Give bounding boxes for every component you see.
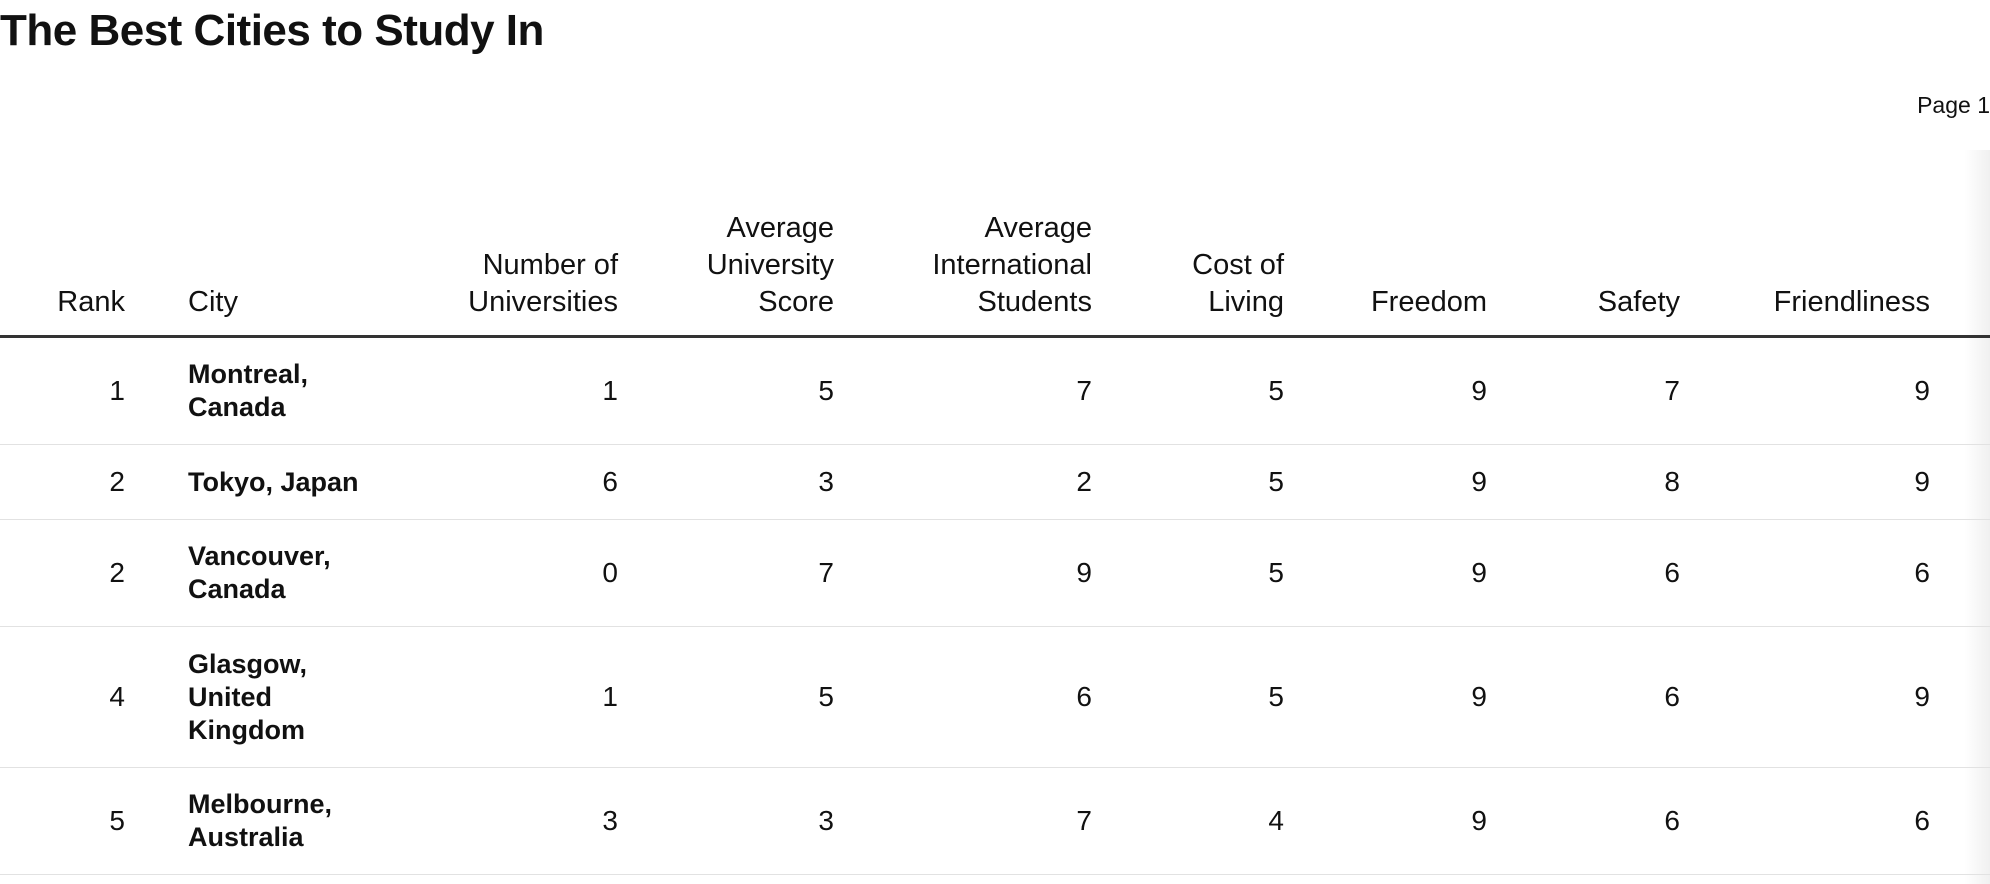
cell-friendliness: 9 [1680, 626, 1930, 768]
city-line: United [188, 681, 272, 712]
cell-safety: 6 [1487, 519, 1680, 627]
cell-universities: 3 [443, 767, 618, 875]
header-safety[interactable]: Safety [1487, 210, 1680, 338]
table-row: 1 Montreal, Canada 1 5 7 5 9 7 9 [0, 336, 1990, 445]
cell-cost-of-living: 4 [1092, 767, 1284, 875]
table-row: 2 Tokyo, Japan 6 3 2 5 9 8 9 [0, 444, 1990, 520]
header-line: Average [726, 212, 835, 244]
header-cost-of-living[interactable]: Cost of Living [1092, 210, 1284, 338]
cell-cost-of-living: 5 [1092, 626, 1284, 768]
cell-international-students: 7 [834, 767, 1092, 875]
cell-spacer [1930, 444, 1990, 520]
cell-freedom: 9 [1284, 626, 1487, 768]
table-row: 5 Melbourne, Australia 3 3 7 4 9 6 6 [0, 767, 1990, 875]
city-line: Australia [188, 822, 304, 852]
cell-universities: 1 [443, 626, 618, 768]
header-line: Rank [57, 286, 125, 318]
cell-international-students: 2 [834, 444, 1092, 520]
header-city[interactable]: City [125, 210, 443, 338]
cell-safety: 6 [1487, 626, 1680, 768]
city-line: Glasgow, [188, 648, 308, 679]
cell-rank: 2 [0, 444, 125, 520]
header-line: Freedom [1370, 286, 1487, 318]
header-line: Universities [468, 286, 618, 318]
cell-universities: 1 [443, 336, 618, 445]
cell-city: Vancouver, Canada [125, 519, 443, 627]
header-line: City [188, 286, 238, 318]
cell-international-students: 6 [834, 626, 1092, 768]
city-line: Montreal, [188, 359, 309, 389]
cell-friendliness: 6 [1680, 519, 1930, 627]
cell-safety: 8 [1487, 444, 1680, 520]
table-row: 2 Vancouver, Canada 0 7 9 5 9 6 6 [0, 519, 1990, 627]
header-freedom[interactable]: Freedom [1284, 210, 1487, 338]
cell-rank: 4 [0, 626, 125, 768]
header-line: Safety [1597, 286, 1680, 318]
cell-city: Glasgow, United Kingdom [125, 626, 443, 768]
header-university-score[interactable]: Average University Score [618, 210, 835, 338]
cell-university-score: 7 [618, 519, 834, 627]
header-line: Living [1208, 286, 1284, 318]
cell-freedom: 9 [1284, 336, 1487, 445]
city-line: Vancouver, [188, 541, 331, 571]
table-row: 4 Glasgow, United Kingdom 1 5 6 5 9 6 9 [0, 626, 1990, 768]
cell-city: Melbourne, Australia [125, 767, 443, 875]
header-rank[interactable]: Rank [0, 210, 125, 338]
cell-university-score: 5 [618, 626, 834, 768]
cell-universities: 0 [443, 519, 618, 627]
header-line: Cost of [1192, 249, 1284, 281]
header-line: University [706, 249, 834, 281]
page-title: The Best Cities to Study In [0, 6, 544, 55]
cell-cost-of-living: 5 [1092, 444, 1284, 520]
cell-safety: 6 [1487, 767, 1680, 875]
city-line: Canada [188, 574, 286, 604]
cell-freedom: 9 [1284, 767, 1487, 875]
cell-city: Tokyo, Japan [125, 444, 443, 520]
header-friendliness[interactable]: Friendliness [1680, 210, 1930, 338]
cell-friendliness: 9 [1680, 444, 1930, 520]
cell-university-score: 3 [618, 444, 834, 520]
cell-safety: 7 [1487, 336, 1680, 445]
page-number: Page 1 [1917, 92, 1990, 118]
cell-international-students: 7 [834, 336, 1092, 445]
cell-cost-of-living: 5 [1092, 519, 1284, 627]
cell-spacer [1930, 519, 1990, 627]
cell-international-students: 9 [834, 519, 1092, 627]
city-line: Kingdom [188, 714, 305, 745]
header-line: Score [758, 286, 834, 318]
header-international-students[interactable]: Average International Students [834, 210, 1093, 338]
header-line: Students [977, 286, 1092, 318]
cell-university-score: 3 [618, 767, 834, 875]
cell-spacer [1930, 336, 1990, 445]
header-row: Rank City Number of Universities Average… [0, 210, 1990, 338]
cell-freedom: 9 [1284, 444, 1487, 520]
cell-friendliness: 9 [1680, 336, 1930, 445]
header-line: International [932, 249, 1092, 281]
cities-table: Rank City Number of Universities Average… [0, 210, 1990, 875]
cell-city: Montreal, Canada [125, 336, 443, 445]
cell-friendliness: 6 [1680, 767, 1930, 875]
cell-universities: 6 [443, 444, 618, 520]
cell-rank: 5 [0, 767, 125, 875]
header-line: Number of [482, 249, 618, 281]
city-line: Tokyo, Japan [188, 466, 359, 497]
cell-freedom: 9 [1284, 519, 1487, 627]
header-universities[interactable]: Number of Universities [443, 210, 618, 338]
cell-spacer [1930, 626, 1990, 768]
cell-university-score: 5 [618, 336, 834, 445]
cell-rank: 1 [0, 336, 125, 445]
header-line: Friendliness [1773, 286, 1930, 318]
cell-spacer [1930, 767, 1990, 875]
header-line: Average [984, 212, 1093, 244]
cell-cost-of-living: 5 [1092, 336, 1284, 445]
city-line: Canada [188, 392, 286, 422]
header-spacer [1930, 210, 1990, 338]
cell-rank: 2 [0, 519, 125, 627]
city-line: Melbourne, [188, 789, 333, 819]
